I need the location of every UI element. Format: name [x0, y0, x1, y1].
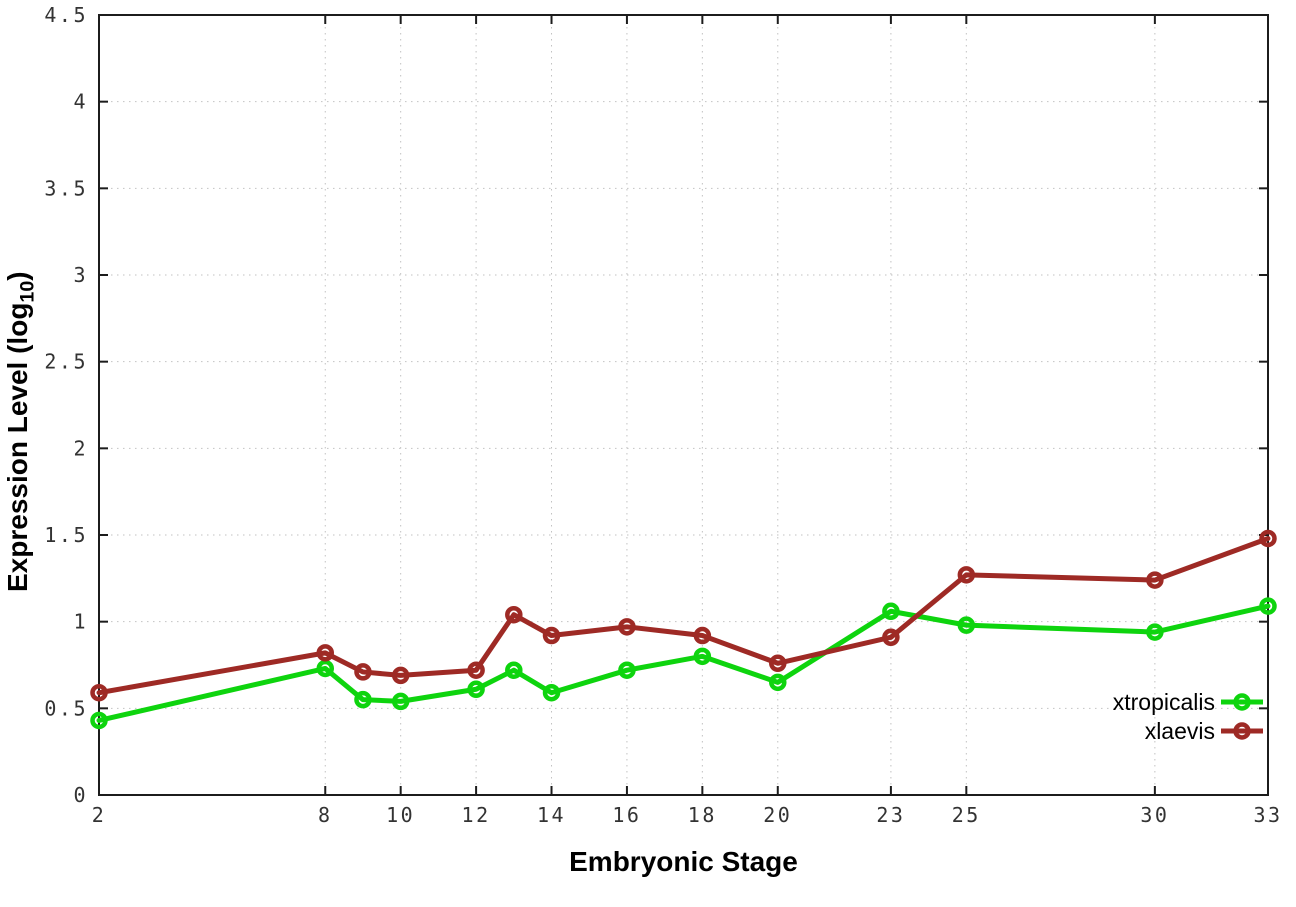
- y-axis-title-subscript: 10: [16, 280, 39, 303]
- y-tick-label-2: 2: [73, 436, 88, 460]
- y-tick-label-0.5: 0.5: [44, 696, 88, 720]
- x-tick-label-2: 2: [92, 803, 107, 827]
- x-tick-label-25: 25: [952, 803, 981, 827]
- series-line-xlaevis: [96, 535, 1271, 696]
- marker-xlaevis-stage-18: [693, 626, 712, 645]
- marker-xlaevis-stage-30: [1146, 571, 1164, 589]
- x-tick-label-20: 20: [763, 803, 792, 827]
- x-tick-label-18: 18: [688, 803, 717, 827]
- marker-xlaevis-stage-20: [769, 654, 787, 673]
- y-tick-label-1: 1: [73, 610, 88, 634]
- marker-xtropicalis-stage-20: [769, 673, 787, 692]
- y-tick-label-2.5: 2.5: [44, 350, 88, 374]
- marker-xtropicalis-stage-25: [957, 616, 976, 634]
- x-tick-label-30: 30: [1140, 803, 1169, 827]
- x-tick-label-33: 33: [1253, 803, 1282, 827]
- legend-label-xtropicalis: xtropicalis: [1113, 689, 1215, 715]
- x-axis-title: Embryonic Stage: [569, 846, 798, 877]
- marker-xtropicalis-stage-16: [618, 661, 636, 679]
- x-tick-label-10: 10: [386, 803, 415, 827]
- data-series: [90, 529, 1277, 730]
- marker-xlaevis-stage-8: [316, 644, 335, 662]
- marker-xtropicalis-stage-2: [90, 711, 108, 730]
- marker-xlaevis-stage-14: [542, 626, 561, 645]
- y-tick-label-1.5: 1.5: [44, 523, 88, 547]
- x-tick-label-23: 23: [876, 803, 905, 827]
- x-tick-label-8: 8: [318, 803, 333, 827]
- marker-xlaevis-stage-13: [505, 605, 523, 624]
- marker-xlaevis-stage-16: [618, 618, 636, 636]
- legend-marker-xtropicalis: [1233, 693, 1251, 711]
- x-tick-label-12: 12: [462, 803, 491, 827]
- marker-xtropicalis-stage-30: [1146, 623, 1164, 641]
- marker-xlaevis-stage-9: [354, 663, 372, 681]
- y-axis-title-prefix: Expression Level (log: [2, 302, 33, 592]
- legend-label-xlaevis: xlaevis: [1145, 718, 1215, 744]
- marker-xlaevis-stage-33: [1259, 529, 1277, 548]
- marker-xtropicalis-stage-23: [882, 602, 900, 621]
- marker-xlaevis-stage-2: [90, 683, 108, 702]
- y-tick-label-3: 3: [73, 263, 88, 287]
- marker-xtropicalis-stage-9: [354, 690, 372, 709]
- legend: xtropicalis xlaevis: [1113, 689, 1263, 744]
- marker-xtropicalis-stage-13: [505, 661, 523, 679]
- marker-xtropicalis-stage-14: [542, 683, 561, 702]
- legend-marker-xlaevis: [1233, 722, 1251, 740]
- y-axis-title: Expression Level (log10): [2, 271, 40, 592]
- x-tick-label-16: 16: [612, 803, 641, 827]
- marker-xtropicalis-stage-8: [316, 659, 335, 678]
- axis-ticks: [98, 14, 1269, 796]
- y-tick-labels: 0 0.5 1 1.5 2 2.5 3 3.5 4 4.5: [44, 3, 88, 807]
- x-tick-labels: 2 8 10 12 14 16 18 20 23 25 30 33: [92, 803, 1282, 827]
- marker-xlaevis-stage-10: [391, 666, 410, 685]
- marker-xlaevis-stage-25: [957, 566, 976, 584]
- x-tick-label-14: 14: [537, 803, 566, 827]
- plot-border: [98, 14, 1269, 796]
- y-tick-label-3.5: 3.5: [44, 176, 88, 200]
- marker-xtropicalis-stage-33: [1259, 597, 1277, 615]
- marker-xlaevis-stage-23: [882, 628, 900, 647]
- gridlines: [99, 15, 1268, 795]
- y-tick-label-4.5: 4.5: [44, 3, 88, 27]
- marker-xtropicalis-stage-18: [693, 647, 712, 666]
- y-axis-title-suffix: ): [2, 271, 33, 281]
- y-tick-label-0: 0: [73, 783, 88, 807]
- marker-xlaevis-stage-12: [467, 661, 485, 679]
- y-tick-label-4: 4: [73, 90, 88, 114]
- marker-xtropicalis-stage-12: [467, 680, 485, 699]
- marker-xtropicalis-stage-10: [391, 692, 410, 711]
